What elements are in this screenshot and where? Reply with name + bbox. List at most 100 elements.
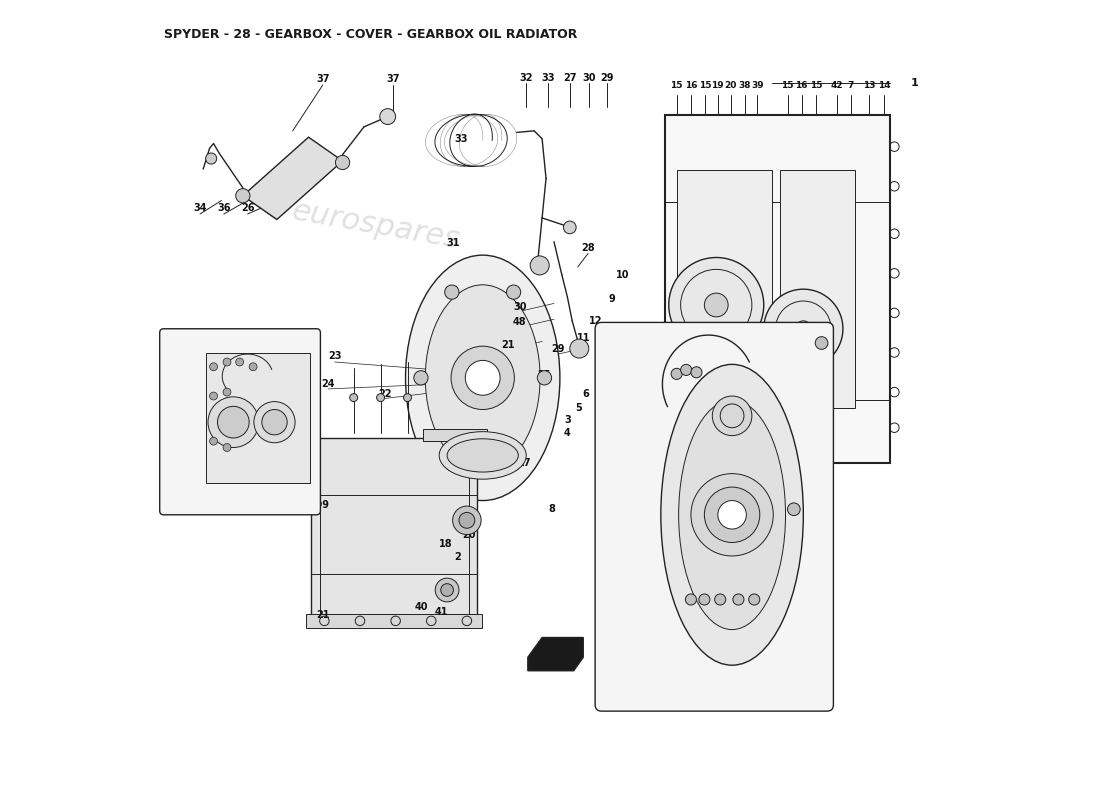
Polygon shape bbox=[528, 638, 583, 670]
Circle shape bbox=[715, 594, 726, 605]
Text: 30: 30 bbox=[191, 334, 204, 342]
Text: 15: 15 bbox=[698, 82, 712, 90]
Bar bbox=[311, 438, 477, 620]
Ellipse shape bbox=[661, 364, 803, 666]
Bar bbox=[206, 353, 310, 483]
Text: 33: 33 bbox=[238, 334, 250, 342]
Text: 20: 20 bbox=[724, 82, 737, 90]
Text: 40: 40 bbox=[415, 602, 429, 613]
Circle shape bbox=[414, 370, 428, 385]
Text: 23: 23 bbox=[328, 351, 341, 362]
Text: 29: 29 bbox=[191, 470, 204, 480]
Circle shape bbox=[530, 256, 549, 275]
Circle shape bbox=[444, 285, 459, 299]
Bar bbox=[780, 170, 855, 408]
Circle shape bbox=[218, 406, 250, 438]
Text: 14: 14 bbox=[878, 82, 890, 90]
Text: 29: 29 bbox=[601, 73, 614, 82]
Circle shape bbox=[336, 155, 350, 170]
Circle shape bbox=[795, 321, 812, 337]
Text: 37: 37 bbox=[316, 74, 330, 84]
Text: 9: 9 bbox=[608, 294, 615, 304]
Text: 44: 44 bbox=[684, 592, 697, 601]
Circle shape bbox=[436, 578, 459, 602]
Circle shape bbox=[691, 366, 702, 378]
Ellipse shape bbox=[679, 400, 785, 630]
Text: 26: 26 bbox=[241, 203, 254, 214]
Text: 39: 39 bbox=[751, 82, 763, 90]
Text: 11: 11 bbox=[578, 334, 591, 343]
Text: 32: 32 bbox=[519, 73, 534, 82]
Circle shape bbox=[210, 438, 218, 445]
Text: 31: 31 bbox=[447, 238, 460, 248]
Text: 7: 7 bbox=[848, 82, 854, 90]
Text: 33: 33 bbox=[454, 134, 469, 144]
Text: SPYDER - 28 - GEARBOX - COVER - GEARBOX OIL RADIATOR: SPYDER - 28 - GEARBOX - COVER - GEARBOX … bbox=[164, 28, 578, 41]
Circle shape bbox=[563, 221, 576, 234]
Text: 12: 12 bbox=[590, 316, 603, 326]
Circle shape bbox=[210, 362, 218, 370]
Circle shape bbox=[208, 397, 258, 447]
Text: 47: 47 bbox=[789, 505, 802, 514]
Ellipse shape bbox=[447, 438, 518, 472]
Text: eurospares: eurospares bbox=[638, 371, 811, 429]
Text: USA da Ass. Nr. 6809: USA da Ass. Nr. 6809 bbox=[201, 489, 317, 498]
Circle shape bbox=[685, 594, 696, 605]
Text: 15: 15 bbox=[810, 82, 823, 90]
Circle shape bbox=[223, 443, 231, 451]
Circle shape bbox=[235, 189, 250, 203]
Circle shape bbox=[681, 364, 692, 375]
Circle shape bbox=[713, 396, 752, 436]
Text: 15: 15 bbox=[670, 82, 683, 90]
Circle shape bbox=[698, 594, 710, 605]
Circle shape bbox=[691, 474, 773, 556]
Text: 35: 35 bbox=[471, 375, 484, 386]
Circle shape bbox=[262, 410, 287, 435]
Text: 27: 27 bbox=[563, 73, 576, 82]
Circle shape bbox=[763, 289, 843, 368]
Circle shape bbox=[441, 584, 453, 596]
Text: 18: 18 bbox=[439, 539, 452, 549]
Text: 21: 21 bbox=[316, 610, 330, 620]
Circle shape bbox=[210, 392, 218, 400]
Text: 43: 43 bbox=[640, 389, 653, 398]
Circle shape bbox=[465, 361, 501, 395]
Text: 2: 2 bbox=[454, 552, 461, 562]
Text: 16: 16 bbox=[684, 82, 697, 90]
Text: 44: 44 bbox=[694, 330, 707, 339]
FancyBboxPatch shape bbox=[160, 329, 320, 514]
Circle shape bbox=[444, 457, 459, 470]
Circle shape bbox=[704, 487, 760, 542]
Text: 29: 29 bbox=[164, 334, 176, 342]
Text: 4: 4 bbox=[564, 428, 571, 438]
Circle shape bbox=[669, 258, 763, 353]
Circle shape bbox=[250, 362, 257, 370]
Text: 36: 36 bbox=[217, 203, 231, 214]
Circle shape bbox=[718, 501, 746, 529]
Text: 16: 16 bbox=[795, 82, 808, 90]
Text: 19: 19 bbox=[712, 82, 724, 90]
Text: 33: 33 bbox=[541, 73, 556, 82]
Circle shape bbox=[537, 370, 551, 385]
Text: 30: 30 bbox=[164, 470, 176, 480]
Text: 50: 50 bbox=[216, 334, 228, 342]
Circle shape bbox=[404, 394, 411, 402]
Ellipse shape bbox=[406, 255, 560, 501]
Text: 47: 47 bbox=[716, 592, 729, 601]
Text: 30: 30 bbox=[582, 73, 595, 82]
Circle shape bbox=[749, 594, 760, 605]
Text: 38: 38 bbox=[738, 82, 751, 90]
Circle shape bbox=[376, 394, 385, 402]
Circle shape bbox=[451, 346, 515, 410]
Text: 20: 20 bbox=[462, 530, 476, 539]
Circle shape bbox=[570, 339, 589, 358]
Circle shape bbox=[704, 293, 728, 317]
Text: 24: 24 bbox=[321, 379, 336, 389]
Text: 42: 42 bbox=[830, 82, 843, 90]
Text: 41: 41 bbox=[434, 607, 449, 617]
Text: 6: 6 bbox=[582, 389, 588, 398]
Bar bbox=[306, 614, 482, 628]
Text: 3: 3 bbox=[564, 414, 571, 425]
Text: 28: 28 bbox=[581, 243, 595, 253]
Text: 49: 49 bbox=[265, 334, 277, 342]
